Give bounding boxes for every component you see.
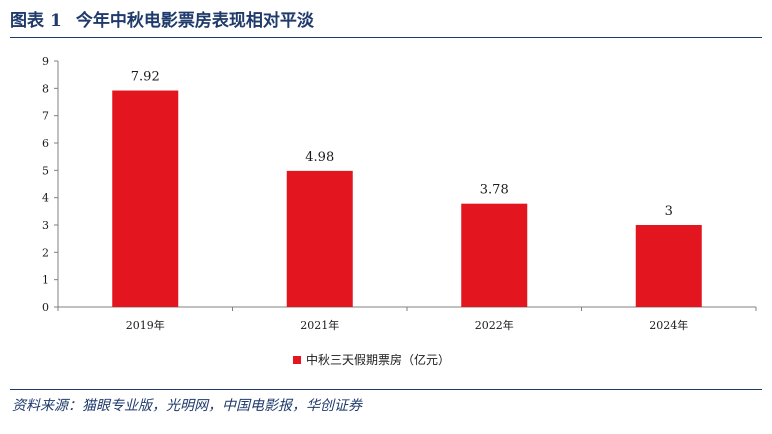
data-label: 4.98 xyxy=(305,150,334,165)
y-tick-label: 9 xyxy=(42,55,49,68)
bar xyxy=(112,90,179,308)
figure-title: 今年中秋电影票房表现相对平淡 xyxy=(75,11,314,31)
source-note: 资料来源：猫眼专业版，光明网，中国电影报，华创证券 xyxy=(12,398,362,414)
x-tick-label: 2021年 xyxy=(300,318,339,332)
y-tick-label: 8 xyxy=(42,82,49,95)
y-tick-label: 3 xyxy=(42,219,49,232)
y-tick-label: 1 xyxy=(42,274,49,287)
y-tick-label: 4 xyxy=(42,192,49,205)
x-tick-label: 2019年 xyxy=(126,318,165,332)
bar xyxy=(286,170,353,307)
bar-chart: 0 1 2 3 4 5 6 7 8 9 7.92 2019年 4.98 2021年 3.78 2022年 3 20… xyxy=(42,55,757,367)
y-tick-label: 7 xyxy=(42,110,49,123)
bar xyxy=(635,225,702,307)
figure-header: 图表 1 今年中秋电影票房表现相对平淡 xyxy=(10,8,314,34)
legend-label: 中秋三天假期票房（亿元） xyxy=(306,352,450,367)
y-tick-label: 5 xyxy=(42,164,49,177)
figure-number: 1 xyxy=(50,11,62,31)
header-rule xyxy=(10,37,762,38)
x-tick-label: 2024年 xyxy=(649,318,688,332)
footer-rule xyxy=(10,389,762,390)
data-label: 3 xyxy=(665,204,673,219)
legend-swatch xyxy=(293,356,301,364)
bar xyxy=(461,203,528,307)
y-tick-label: 2 xyxy=(42,246,49,259)
data-label: 3.78 xyxy=(480,183,509,198)
data-label: 7.92 xyxy=(131,70,160,85)
x-tick-label: 2022年 xyxy=(475,318,514,332)
y-tick-label: 6 xyxy=(42,137,49,150)
y-tick-label: 0 xyxy=(42,301,49,314)
figure-label: 图表 xyxy=(10,11,44,31)
